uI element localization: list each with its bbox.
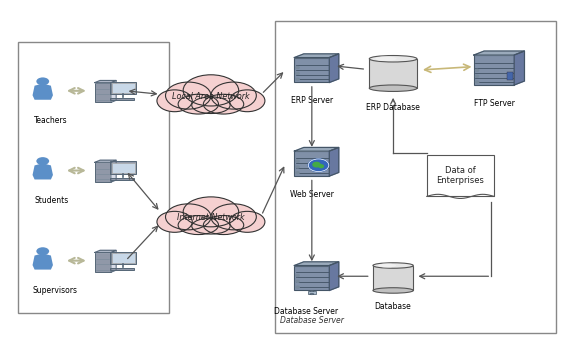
Polygon shape xyxy=(329,54,339,82)
Text: Web Server: Web Server xyxy=(290,190,334,199)
FancyBboxPatch shape xyxy=(308,291,316,294)
Circle shape xyxy=(475,75,479,77)
Polygon shape xyxy=(474,51,524,55)
Ellipse shape xyxy=(211,204,256,230)
Ellipse shape xyxy=(203,216,244,235)
Circle shape xyxy=(475,69,479,71)
Circle shape xyxy=(309,159,329,172)
Ellipse shape xyxy=(310,293,314,295)
FancyBboxPatch shape xyxy=(110,252,136,264)
Polygon shape xyxy=(294,148,339,151)
Text: Local Area Network: Local Area Network xyxy=(172,92,250,101)
Ellipse shape xyxy=(183,75,239,106)
Text: ERP Server: ERP Server xyxy=(291,96,333,105)
FancyBboxPatch shape xyxy=(110,161,136,174)
Text: ERP Database: ERP Database xyxy=(366,103,420,112)
Ellipse shape xyxy=(192,97,230,113)
Circle shape xyxy=(296,166,299,168)
Polygon shape xyxy=(329,262,339,291)
FancyBboxPatch shape xyxy=(110,268,134,270)
Polygon shape xyxy=(329,148,339,176)
Text: Internet Network: Internet Network xyxy=(177,213,244,222)
Ellipse shape xyxy=(166,204,211,230)
Text: Database: Database xyxy=(375,302,411,311)
FancyBboxPatch shape xyxy=(427,155,494,196)
Ellipse shape xyxy=(157,90,192,112)
Circle shape xyxy=(296,66,299,69)
FancyBboxPatch shape xyxy=(294,151,329,176)
Circle shape xyxy=(296,78,299,80)
FancyBboxPatch shape xyxy=(373,266,413,291)
Polygon shape xyxy=(111,80,116,102)
FancyBboxPatch shape xyxy=(110,82,136,94)
FancyBboxPatch shape xyxy=(17,42,169,313)
Circle shape xyxy=(37,77,49,85)
Circle shape xyxy=(313,163,320,167)
FancyBboxPatch shape xyxy=(369,59,417,88)
Ellipse shape xyxy=(230,211,265,232)
FancyBboxPatch shape xyxy=(110,178,134,180)
FancyBboxPatch shape xyxy=(112,83,134,93)
Ellipse shape xyxy=(203,94,244,114)
FancyBboxPatch shape xyxy=(95,163,111,182)
Text: Supervisors: Supervisors xyxy=(33,286,78,295)
FancyBboxPatch shape xyxy=(507,72,513,80)
Polygon shape xyxy=(294,54,339,57)
FancyBboxPatch shape xyxy=(275,22,556,333)
Polygon shape xyxy=(294,262,339,266)
Ellipse shape xyxy=(166,82,211,109)
Text: Students: Students xyxy=(34,196,69,205)
Ellipse shape xyxy=(378,263,396,267)
Ellipse shape xyxy=(178,216,219,235)
FancyBboxPatch shape xyxy=(95,82,111,102)
Circle shape xyxy=(296,275,299,276)
Ellipse shape xyxy=(373,288,413,293)
Circle shape xyxy=(296,160,299,162)
Polygon shape xyxy=(111,250,116,272)
Ellipse shape xyxy=(230,90,265,112)
Polygon shape xyxy=(95,250,116,252)
Circle shape xyxy=(296,280,299,282)
FancyBboxPatch shape xyxy=(112,163,134,173)
FancyBboxPatch shape xyxy=(294,266,329,291)
Text: Database Server: Database Server xyxy=(280,316,344,325)
Polygon shape xyxy=(514,51,524,85)
Text: FTP Server: FTP Server xyxy=(474,100,514,109)
Ellipse shape xyxy=(369,85,417,92)
Ellipse shape xyxy=(183,197,239,227)
Text: Database Server: Database Server xyxy=(274,307,338,316)
Ellipse shape xyxy=(369,56,417,62)
Circle shape xyxy=(296,72,299,74)
Circle shape xyxy=(319,165,323,168)
Ellipse shape xyxy=(178,94,219,114)
Polygon shape xyxy=(33,84,53,100)
FancyBboxPatch shape xyxy=(95,252,111,272)
Polygon shape xyxy=(95,80,116,82)
Ellipse shape xyxy=(310,291,314,292)
Circle shape xyxy=(475,81,479,83)
Polygon shape xyxy=(33,253,53,270)
Polygon shape xyxy=(33,163,53,180)
Text: Teachers: Teachers xyxy=(34,116,68,125)
FancyBboxPatch shape xyxy=(294,57,329,82)
FancyBboxPatch shape xyxy=(112,253,134,263)
Circle shape xyxy=(37,157,49,165)
Ellipse shape xyxy=(375,56,397,61)
Ellipse shape xyxy=(373,263,413,268)
FancyBboxPatch shape xyxy=(474,55,514,85)
Polygon shape xyxy=(111,160,116,182)
Circle shape xyxy=(296,286,299,288)
Circle shape xyxy=(296,172,299,174)
Ellipse shape xyxy=(211,82,256,109)
Ellipse shape xyxy=(157,211,192,232)
Text: Data of
Enterprises: Data of Enterprises xyxy=(437,166,484,185)
Circle shape xyxy=(37,247,49,255)
Ellipse shape xyxy=(192,218,230,234)
FancyBboxPatch shape xyxy=(110,98,134,100)
Polygon shape xyxy=(95,160,116,163)
